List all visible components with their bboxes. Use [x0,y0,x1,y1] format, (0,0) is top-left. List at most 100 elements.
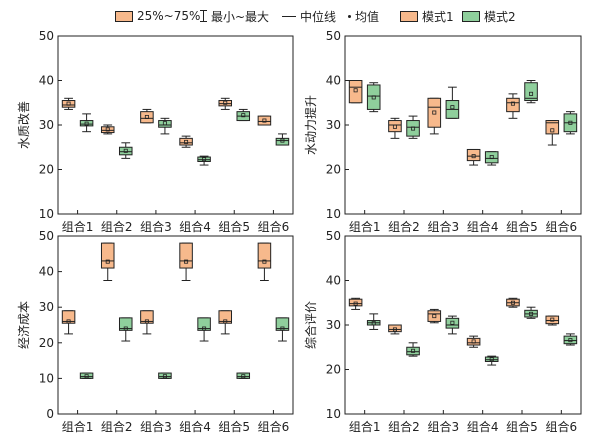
box-body [545,120,560,135]
legend-item-box-range: 25%~75% [115,9,200,23]
box-body [61,100,76,108]
box-mode2 [197,155,211,166]
legend-item-mode2: 模式2 [462,9,516,24]
box-body [524,82,538,102]
legend-swatch-box [115,10,133,22]
y-tick-label: 20 [39,163,54,177]
box-mode1 [218,97,233,110]
box-mode2 [366,313,381,330]
x-tick-label: 组合4 [467,219,499,234]
y-tick-label: 50 [326,29,341,43]
box-mode2 [484,151,499,166]
legend-label-median: 中位线 [300,9,337,24]
mean-marker [510,101,515,106]
box-body [388,120,402,133]
box-body [466,337,481,346]
box-mode2 [197,317,211,342]
mean-marker [105,259,110,264]
mean-marker [371,321,376,326]
box-body [545,315,560,325]
box-mode2 [79,372,94,379]
x-tick-label: 组合2 [388,219,420,234]
mean-marker [241,374,246,379]
mean-marker [241,113,246,118]
mean-marker [202,326,207,331]
box-mode1 [466,335,481,348]
box-mode1 [100,124,115,135]
x-tick-label: 组合5 [218,419,250,434]
mean-marker [84,121,89,126]
y-tick-label: 50 [39,229,54,243]
box-body [179,137,193,146]
x-tick-label: 组合1 [349,419,381,434]
mean-marker [162,374,167,379]
y-tick-label: 20 [326,363,341,377]
y-tick-label: 40 [326,274,341,288]
box-mode2 [275,317,290,342]
y-tick-label: 40 [39,74,54,88]
legend-item-mode1: 模式1 [400,9,454,24]
x-tick-label: 组合5 [506,419,538,434]
mean-marker [202,157,207,162]
box-body [275,137,290,146]
mean-marker [223,100,228,105]
box-mode2 [563,111,578,135]
box-body [406,346,420,356]
y-tick-label: 50 [326,229,341,243]
legend-label-mean: 均值 [355,9,380,24]
legend-item-minmax: 最小~最大 [200,9,269,24]
box-body [427,97,442,128]
box-body [348,298,363,307]
box-body [79,120,94,127]
mean-marker [66,319,71,324]
x-tick-label: 组合6 [546,219,578,234]
mean-marker [123,148,128,153]
box-mode1 [179,135,193,148]
mean-dot-icon [348,14,351,18]
box-body [100,242,115,269]
mean-marker [123,326,128,331]
box-body [257,242,272,269]
box-mode2 [524,306,538,319]
mean-marker [144,319,149,324]
box-body [158,120,172,128]
box-body [563,335,578,345]
mean-marker [144,114,149,119]
mean-marker [568,120,573,125]
box-body [79,372,94,379]
mean-marker [510,300,515,305]
mean-marker [432,314,437,319]
x-tick-label: 组合4 [179,219,211,234]
box-mode2 [366,82,381,113]
box-mode1 [427,97,442,135]
y-tick-label: 10 [39,371,54,385]
x-tick-label: 组合5 [506,219,538,234]
legend-item-mean: 均值 [348,9,380,24]
box-mode1 [506,297,520,308]
y-tick-label: 50 [39,29,54,43]
box-body [100,126,115,134]
x-tick-label: 组合6 [258,219,290,234]
y-tick-label: 20 [326,163,341,177]
x-tick-label: 组合5 [218,219,250,234]
mean-marker [529,91,534,96]
legend-label-box-range: 25%~75% [137,9,201,23]
box-body [140,111,154,124]
mean-marker [66,101,71,106]
box-mode2 [118,142,133,159]
box-mode1 [61,97,76,110]
box-mode2 [406,342,420,357]
y-axis-label: 经济成本 [16,301,31,349]
x-tick-label: 组合1 [62,419,94,434]
box-mode1 [427,308,442,324]
x-tick-label: 组合1 [62,219,94,234]
box-mode2 [236,372,251,379]
box-body [118,146,133,156]
box-mode1 [257,242,272,281]
box-mode2 [79,113,94,133]
box-body [366,84,381,110]
mean-marker [184,139,189,144]
box-body [158,372,172,379]
box-mode2 [118,317,133,342]
